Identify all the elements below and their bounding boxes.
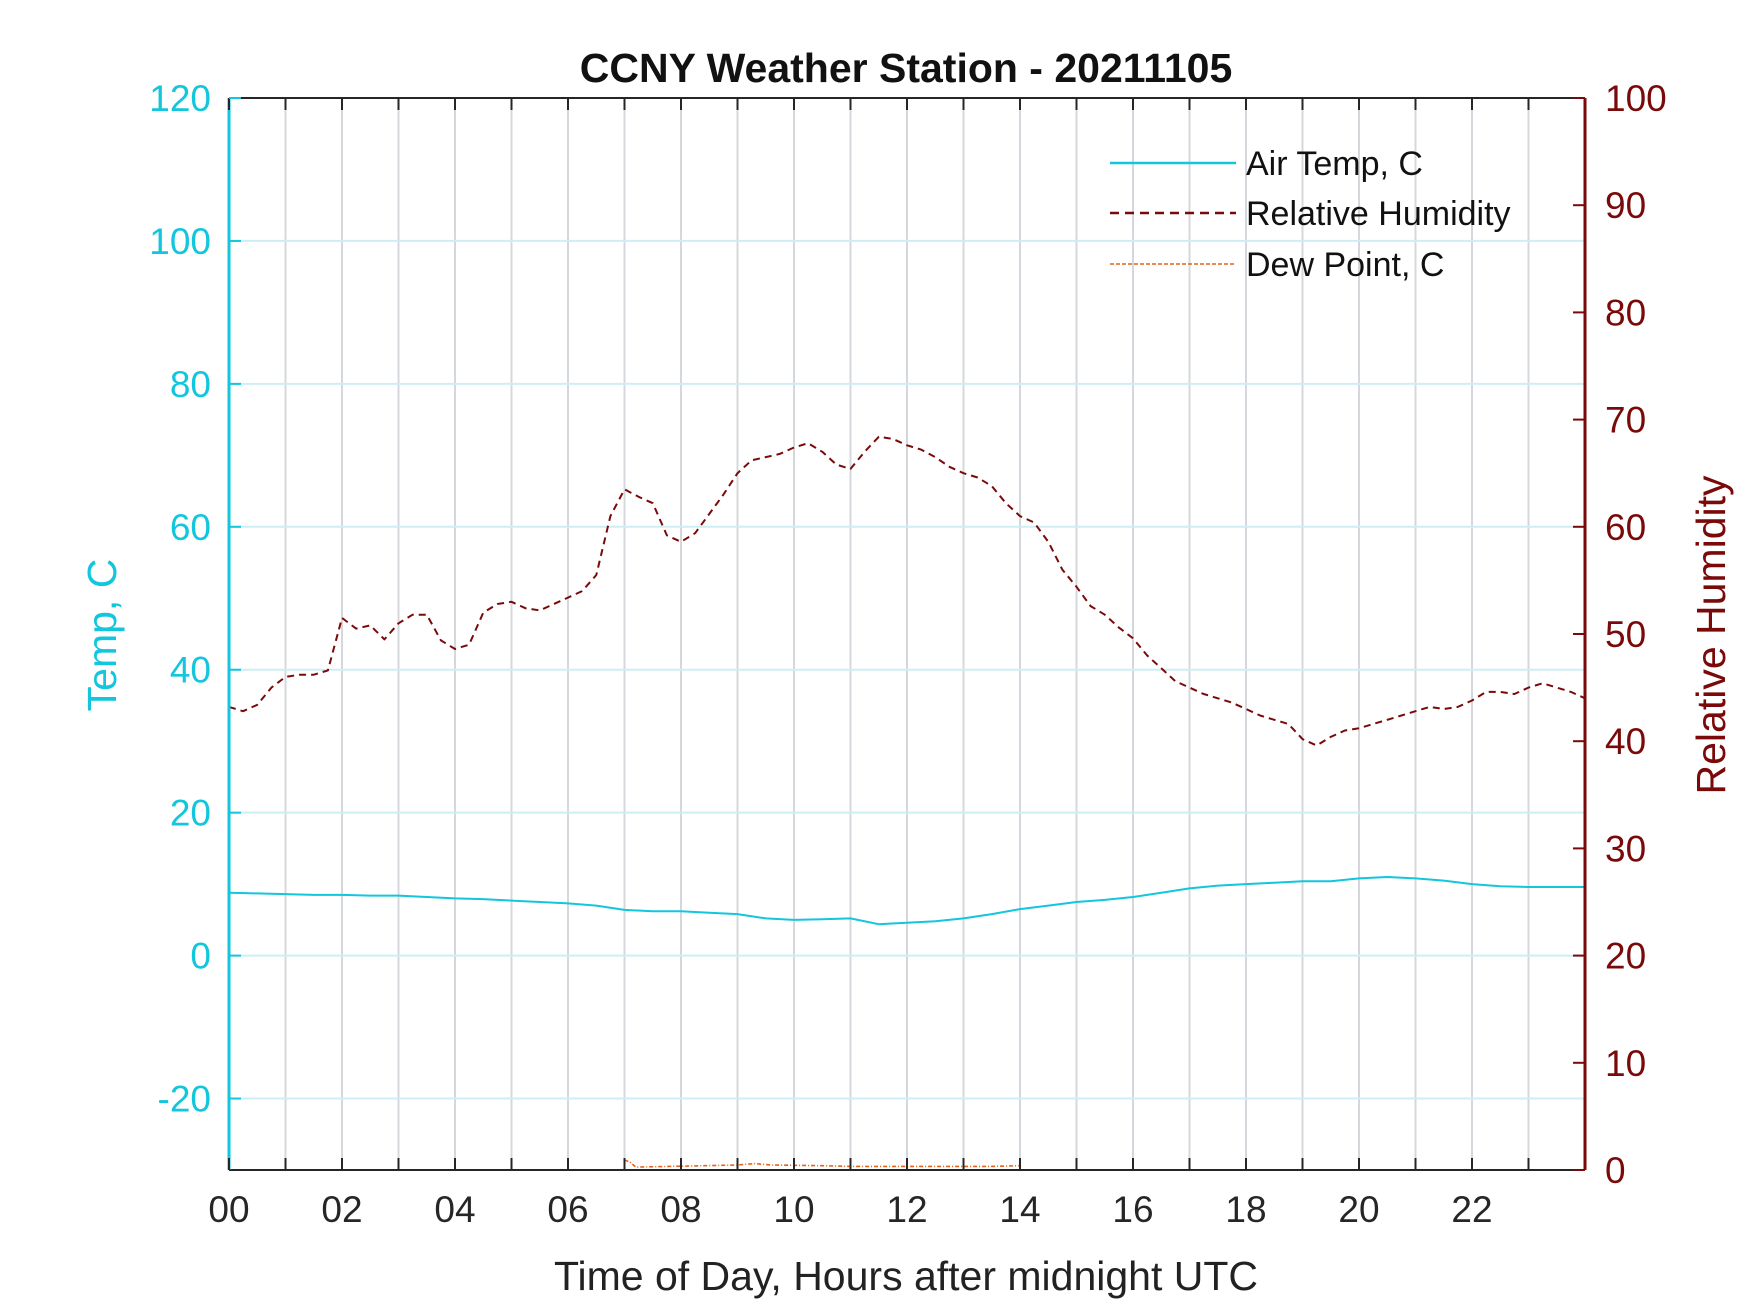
legend-label-dew-point: Dew Point, C — [1246, 246, 1444, 284]
y-tick-label-left: 20 — [170, 793, 211, 834]
y-tick-label-right: 70 — [1605, 400, 1646, 441]
y-tick-label-right: 10 — [1605, 1043, 1646, 1084]
y-tick-label-left: 100 — [149, 221, 211, 262]
chart-title: CCNY Weather Station - 20211105 — [580, 45, 1233, 91]
y-tick-label-right: 0 — [1605, 1150, 1626, 1191]
x-tick-label: 20 — [1338, 1189, 1379, 1230]
legend-label-relative-humidity: Relative Humidity — [1246, 195, 1511, 233]
x-tick-label: 14 — [999, 1189, 1040, 1230]
y-tick-label-right: 20 — [1605, 936, 1646, 977]
y-tick-label-right: 60 — [1605, 507, 1646, 548]
y-axis-label-left: Temp, C — [79, 559, 125, 712]
y-axis-label-right: Relative Humidity — [1688, 475, 1734, 794]
legend: Air Temp, C Relative Humidity Dew Point,… — [1110, 145, 1511, 284]
y-tick-label-left: 80 — [170, 364, 211, 405]
y-tick-label-left: 40 — [170, 650, 211, 691]
y-tick-label-right: 90 — [1605, 185, 1646, 226]
x-tick-label: 00 — [208, 1189, 249, 1230]
y-tick-label-left: 0 — [190, 936, 211, 977]
x-axis-label: Time of Day, Hours after midnight UTC — [554, 1253, 1258, 1299]
x-tick-label: 10 — [773, 1189, 814, 1230]
x-tick-label: 02 — [321, 1189, 362, 1230]
legend-label-air-temp: Air Temp, C — [1246, 145, 1423, 183]
x-tick-label: 08 — [660, 1189, 701, 1230]
x-tick-label: 06 — [547, 1189, 588, 1230]
air-temp-line — [228, 876, 1585, 926]
x-tick-label: 22 — [1451, 1189, 1492, 1230]
series-layer — [228, 435, 1586, 1168]
x-tick-label: 18 — [1225, 1189, 1266, 1230]
y-tick-label-right: 30 — [1605, 828, 1646, 869]
y-tick-label-left: 120 — [149, 78, 211, 119]
y-tick-label-right: 40 — [1605, 721, 1646, 762]
y-tick-label-left: -20 — [158, 1079, 211, 1120]
tick-layer: 00 02 04 06 08 10 12 14 16 18 20 22-200204060801001… — [149, 78, 1666, 1230]
dew-point-line — [624, 1159, 1021, 1168]
y-tick-label-right: 80 — [1605, 292, 1646, 333]
y-tick-label-right: 100 — [1605, 78, 1667, 119]
x-tick-label: 16 — [1112, 1189, 1153, 1230]
x-tick-label: 12 — [886, 1189, 927, 1230]
relative-humidity-line — [228, 435, 1586, 747]
x-tick-label: 04 — [434, 1189, 475, 1230]
y-tick-label-left: 60 — [170, 507, 211, 548]
y-tick-label-right: 50 — [1605, 614, 1646, 655]
grid-layer — [229, 98, 1585, 1170]
